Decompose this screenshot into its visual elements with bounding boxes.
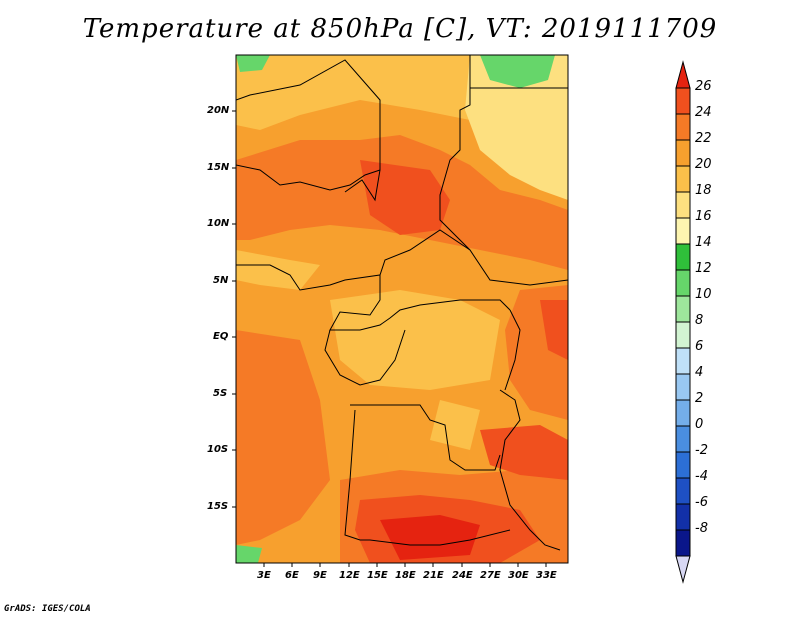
colorbar-cell — [675, 87, 691, 115]
colorbar-label: 0 — [695, 417, 704, 432]
y-tick-label: 5S — [213, 388, 228, 399]
colorbar-label: 16 — [695, 209, 712, 224]
x-tick-label: 21E — [423, 570, 444, 581]
colorbar-cell — [675, 217, 691, 245]
colorbar-cell — [675, 425, 691, 453]
colorbar-cell — [675, 451, 691, 479]
x-tick-label: 12E — [339, 570, 360, 581]
colorbar-label: -4 — [695, 469, 708, 484]
colorbar-cell — [675, 60, 691, 89]
colorbar-cell — [675, 555, 691, 584]
x-tick-label: 3E — [257, 570, 271, 581]
colorbar-label: 2 — [695, 391, 704, 406]
colorbar-label: 24 — [695, 105, 712, 120]
colorbar-cell — [675, 165, 691, 193]
colorbar-cell — [675, 399, 691, 427]
x-tick-label: 6E — [285, 570, 299, 581]
y-tick-label: 10S — [207, 444, 229, 455]
colorbar-cell — [675, 529, 691, 557]
colorbar-cell — [675, 269, 691, 297]
colorbar-cell — [675, 477, 691, 505]
colorbar-cell — [675, 373, 691, 401]
colorbar-label: 10 — [695, 287, 712, 302]
colorbar-cell — [675, 139, 691, 167]
x-tick-label: 9E — [313, 570, 327, 581]
x-tick-label: 24E — [452, 570, 473, 581]
colorbar-cell — [675, 295, 691, 323]
colorbar-label: 18 — [695, 183, 712, 198]
map-title: Temperature at 850hPa [C], VT: 201911170… — [82, 14, 718, 44]
map-frame — [235, 54, 569, 564]
y-tick-label: 15S — [207, 501, 229, 512]
colorbar-label: -6 — [695, 495, 708, 510]
colorbar-cell — [675, 503, 691, 531]
axis-ticks — [232, 110, 547, 567]
colorbar-label: -2 — [695, 443, 708, 458]
colorbar-label: 26 — [695, 79, 712, 94]
colorbar-label: 4 — [695, 365, 704, 380]
y-tick-label: 20N — [207, 105, 230, 116]
colorbar — [675, 60, 691, 584]
colorbar-cell — [675, 347, 691, 375]
grads-credit: GrADS: IGES/COLA — [4, 604, 91, 614]
y-tick-label: 10N — [207, 218, 230, 229]
y-tick-label: EQ — [213, 331, 229, 342]
colorbar-cell — [675, 321, 691, 349]
y-tick-label: 5N — [213, 275, 229, 286]
colorbar-label: 6 — [695, 339, 704, 354]
colorbar-label: 8 — [695, 313, 704, 328]
colorbar-cell — [675, 113, 691, 141]
colorbar-label: -8 — [695, 521, 708, 536]
colorbar-cell — [675, 191, 691, 219]
colorbar-label: 14 — [695, 235, 712, 250]
x-tick-label: 33E — [536, 570, 557, 581]
colorbar-label: 20 — [695, 157, 712, 172]
x-tick-label: 18E — [395, 570, 416, 581]
x-tick-label: 15E — [367, 570, 388, 581]
colorbar-label: 22 — [695, 131, 712, 146]
x-tick-label: 30E — [508, 570, 529, 581]
colorbar-cell — [675, 243, 691, 271]
colorbar-label: 12 — [695, 261, 712, 276]
country-borders — [236, 55, 568, 551]
x-tick-label: 27E — [480, 570, 501, 581]
y-tick-label: 15N — [207, 162, 230, 173]
